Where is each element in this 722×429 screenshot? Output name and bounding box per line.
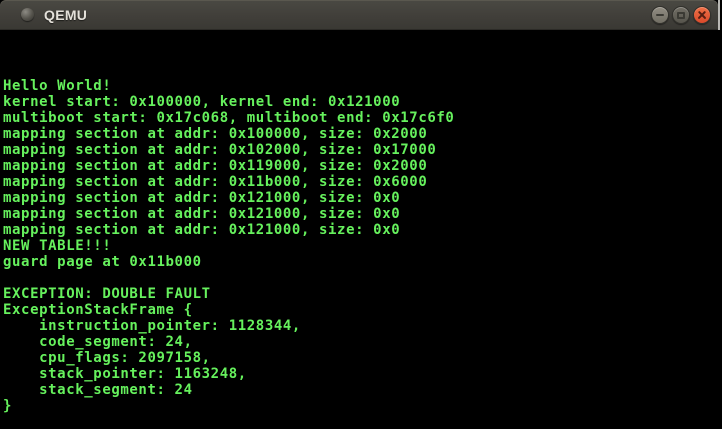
titlebar[interactable]: QEMU bbox=[0, 0, 718, 30]
console-output: Hello World! kernel start: 0x100000, ker… bbox=[3, 78, 455, 414]
qemu-app-icon bbox=[21, 8, 34, 21]
window-controls bbox=[651, 0, 711, 30]
minimize-icon bbox=[656, 14, 664, 16]
terminal-display[interactable]: Hello World! kernel start: 0x100000, ker… bbox=[0, 30, 720, 427]
window-title: QEMU bbox=[44, 6, 88, 23]
close-icon bbox=[697, 10, 707, 20]
minimize-button[interactable] bbox=[651, 6, 669, 24]
maximize-icon bbox=[677, 11, 685, 19]
close-button[interactable] bbox=[693, 6, 711, 24]
maximize-button[interactable] bbox=[672, 6, 690, 24]
